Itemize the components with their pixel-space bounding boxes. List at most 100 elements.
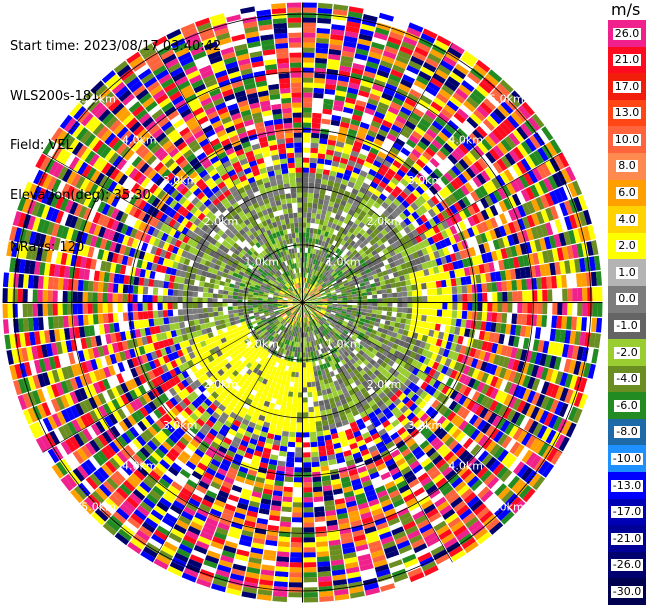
- velocity-gate: [368, 125, 380, 134]
- velocity-gate: [429, 274, 436, 282]
- velocity-gate: [542, 250, 550, 264]
- velocity-gate: [321, 293, 327, 297]
- velocity-gate: [329, 196, 337, 203]
- velocity-gate: [310, 285, 315, 291]
- velocity-gate: [303, 292, 305, 298]
- velocity-gate: [322, 103, 333, 110]
- velocity-gate: [536, 425, 548, 439]
- velocity-gate: [330, 263, 336, 269]
- velocity-gate: [316, 556, 330, 563]
- velocity-gate: [463, 120, 475, 133]
- velocity-gate: [512, 291, 518, 302]
- velocity-gate: [303, 487, 313, 493]
- velocity-gate: [345, 138, 355, 146]
- velocity-gate: [400, 250, 408, 258]
- velocity-gate: [428, 344, 436, 353]
- velocity-gate: [373, 201, 381, 209]
- velocity-gate: [288, 436, 296, 443]
- velocity-gate: [465, 136, 477, 148]
- velocity-gate: [406, 357, 414, 365]
- velocity-gate: [484, 397, 495, 410]
- velocity-gate: [439, 324, 446, 333]
- velocity-gate: [328, 238, 334, 245]
- velocity-gate: [497, 237, 506, 249]
- velocity-gate: [328, 275, 334, 281]
- velocity-gate: [419, 168, 430, 179]
- velocity-gate: [496, 158, 508, 171]
- velocity-gate: [456, 108, 469, 120]
- velocity-gate: [558, 152, 570, 168]
- velocity-gate: [327, 306, 333, 309]
- velocity-gate: [317, 299, 323, 301]
- velocity-gate: [319, 379, 325, 386]
- velocity-gate: [377, 151, 387, 160]
- velocity-gate: [376, 257, 383, 264]
- velocity-gate: [372, 294, 378, 299]
- velocity-gate: [430, 195, 440, 205]
- velocity-gate: [590, 271, 597, 287]
- velocity-gate: [407, 231, 415, 240]
- velocity-gate: [308, 284, 312, 290]
- velocity-gate: [447, 119, 459, 131]
- velocity-gate: [408, 60, 422, 71]
- velocity-gate: [317, 2, 333, 9]
- velocity-gate: [450, 116, 463, 128]
- velocity-gate: [317, 272, 322, 278]
- velocity-gate: [481, 253, 489, 264]
- velocity-gate: [366, 235, 373, 242]
- velocity-gate: [298, 377, 303, 383]
- velocity-gate: [327, 63, 340, 71]
- velocity-gate: [388, 325, 395, 332]
- velocity-gate: [475, 84, 489, 98]
- velocity-gate: [522, 254, 530, 267]
- velocity-gate: [362, 231, 370, 239]
- velocity-gate: [302, 257, 305, 263]
- velocity-gate: [457, 259, 464, 269]
- velocity-gate: [376, 217, 384, 225]
- velocity-gate: [326, 73, 338, 81]
- velocity-gate: [319, 280, 324, 285]
- velocity-gate: [398, 340, 406, 347]
- velocity-gate: [503, 394, 513, 407]
- velocity-gate: [304, 277, 307, 283]
- velocity-gate: [367, 295, 373, 299]
- velocity-gate: [517, 386, 527, 400]
- velocity-gate: [302, 342, 305, 348]
- velocity-gate: [320, 291, 326, 295]
- velocity-gate: [549, 262, 556, 276]
- velocity-gate: [358, 267, 365, 273]
- velocity-gate: [295, 372, 299, 378]
- velocity-gate: [545, 397, 555, 412]
- velocity-gate: [447, 294, 453, 302]
- velocity-gate: [420, 136, 431, 147]
- velocity-gate: [374, 345, 381, 352]
- velocity-gate: [359, 228, 366, 236]
- velocity-gate: [345, 213, 353, 220]
- velocity-gate: [551, 248, 560, 262]
- velocity-gate: [471, 255, 479, 266]
- velocity-gate: [500, 101, 514, 115]
- velocity-gate: [314, 521, 326, 528]
- velocity-gate: [320, 281, 325, 286]
- velocity-gate: [302, 47, 315, 53]
- velocity-gate: [337, 296, 343, 299]
- velocity-gate: [488, 353, 496, 364]
- velocity-gate: [412, 296, 418, 302]
- velocity-gate: [345, 287, 351, 291]
- velocity-gate: [473, 349, 482, 359]
- velocity-gate: [463, 267, 471, 276]
- velocity-gate: [310, 268, 314, 274]
- velocity-gate: [526, 228, 535, 241]
- velocity-gate: [373, 263, 380, 270]
- velocity-gate: [353, 332, 359, 338]
- velocity-gate: [469, 347, 477, 358]
- velocity-gate: [557, 288, 563, 302]
- velocity-gate: [365, 201, 373, 210]
- velocity-gate: [372, 325, 379, 331]
- velocity-gate: [372, 302, 378, 307]
- velocity-gate: [471, 391, 481, 402]
- velocity-gate: [463, 375, 472, 386]
- velocity-gate: [316, 260, 321, 266]
- velocity-gate: [347, 302, 353, 305]
- velocity-gate: [326, 149, 335, 156]
